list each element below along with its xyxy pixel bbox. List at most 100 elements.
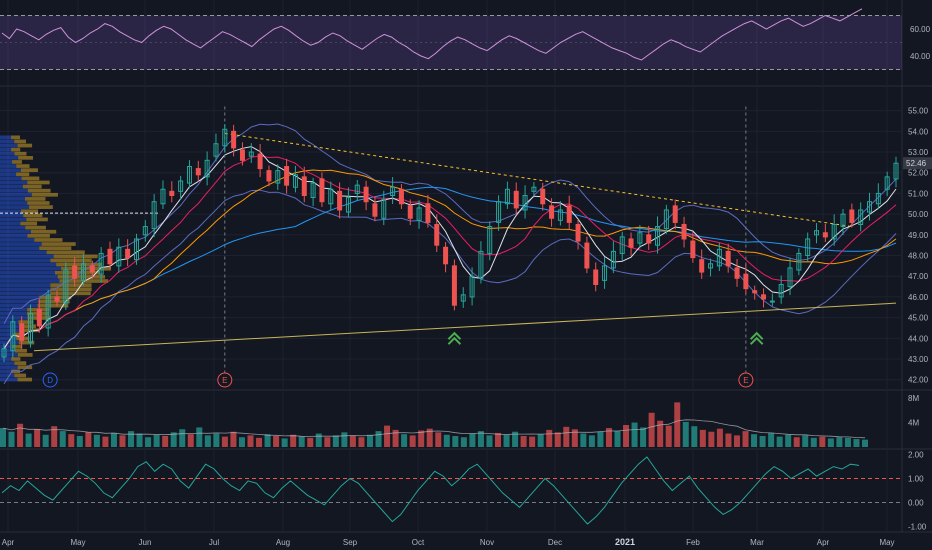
candle-body xyxy=(805,238,811,257)
volume-bar xyxy=(844,437,851,447)
volume-bar xyxy=(290,434,297,447)
volume-profile-bar xyxy=(0,275,58,279)
candle-body xyxy=(80,263,86,281)
volume-profile-bar xyxy=(0,369,12,374)
volume-profile-bar xyxy=(26,217,48,222)
candle-body xyxy=(875,192,881,205)
volume-bar xyxy=(631,422,638,447)
volume-bar xyxy=(827,438,834,447)
x-axis-label: 2021 xyxy=(615,537,635,547)
candle-body xyxy=(761,294,767,300)
volume-bar xyxy=(51,426,58,447)
volume-bar xyxy=(537,434,544,447)
candle-body xyxy=(142,226,148,236)
volume-bar xyxy=(776,436,783,447)
volume-bar xyxy=(597,431,604,447)
volume-bar xyxy=(708,431,715,447)
volume-bar xyxy=(648,412,655,447)
volume-profile-bar xyxy=(0,143,18,148)
volume-profile-bar xyxy=(0,316,28,320)
candle-body xyxy=(822,232,828,238)
volume-profile-bar xyxy=(0,287,51,292)
volume-profile-bar xyxy=(0,205,30,209)
candle-body xyxy=(407,205,413,219)
volume-bar xyxy=(8,431,15,447)
candle-body xyxy=(275,170,281,184)
volume-bar xyxy=(588,435,595,447)
candle-body xyxy=(36,308,42,327)
volume-bar xyxy=(785,434,792,447)
volume-bar xyxy=(264,434,271,447)
x-axis-label: Apr xyxy=(817,538,830,547)
volume-profile-bar xyxy=(0,180,28,185)
volume-bar xyxy=(196,427,203,447)
volume-profile-bar xyxy=(55,270,101,275)
x-axis-label: May xyxy=(879,538,894,547)
support-trendline xyxy=(33,302,897,352)
price-tick-label: 52.00 xyxy=(908,169,929,178)
candle-body xyxy=(133,238,139,261)
volume-bar xyxy=(529,436,536,447)
volume-profile-bar xyxy=(0,353,18,357)
volume-bar xyxy=(580,433,587,447)
candle-body xyxy=(425,203,431,223)
volume-bar xyxy=(460,437,467,447)
volume-bar xyxy=(349,436,356,447)
volume-profile-bar xyxy=(0,213,24,218)
volume-bar xyxy=(759,436,766,447)
volume-bar xyxy=(665,425,672,447)
volume-profile-bar xyxy=(0,336,17,341)
volume-profile-bar xyxy=(20,221,38,226)
volume-profile-bar xyxy=(11,147,21,152)
candle-body xyxy=(284,166,290,186)
candle-body xyxy=(390,186,396,196)
volume-bar xyxy=(110,432,117,447)
candle-body xyxy=(54,296,60,302)
price-tick-label: 54.00 xyxy=(908,127,929,136)
volume-profile-bar xyxy=(0,303,38,308)
volume-profile-bar xyxy=(0,279,60,283)
volume-profile-bar xyxy=(11,357,21,361)
candle-body xyxy=(849,209,855,223)
volume-profile-bar xyxy=(56,262,103,267)
candle-body xyxy=(292,174,298,188)
volume-bar xyxy=(145,437,152,447)
price-tick-label: 44.00 xyxy=(908,334,929,343)
volume-bar xyxy=(682,421,689,447)
volume-profile-bar xyxy=(50,283,92,287)
volume-profile-bar xyxy=(37,303,69,308)
volume-profile-bar xyxy=(16,172,30,177)
volume-bar xyxy=(85,432,92,447)
volume-profile-bar xyxy=(46,250,85,255)
candle-body xyxy=(178,180,184,192)
volume-profile-bar xyxy=(0,147,12,152)
price-tick-label: 53.00 xyxy=(908,148,929,157)
price-tick-label: 45.00 xyxy=(908,314,929,323)
bollinger-lower xyxy=(3,189,897,385)
candle-body xyxy=(716,248,722,267)
volume-bar xyxy=(802,435,809,447)
volume-bar xyxy=(230,431,237,447)
volume-profile-bar xyxy=(0,201,28,205)
volume-profile-bar xyxy=(17,143,33,148)
x-axis-label: Aug xyxy=(276,538,290,547)
volume-tick-label: 8M xyxy=(908,394,919,403)
volume-profile-bar xyxy=(0,172,17,177)
volume-bar xyxy=(247,435,254,447)
chevron-stroke xyxy=(447,336,462,345)
candle-body xyxy=(319,178,325,203)
volume-profile-bar xyxy=(0,332,14,337)
candle-body xyxy=(628,238,634,248)
x-axis-label: Sep xyxy=(343,538,358,547)
volume-profile-bar xyxy=(0,365,18,370)
volume-bar xyxy=(733,435,740,447)
volume-bar xyxy=(836,437,843,447)
candle-body xyxy=(160,188,166,205)
candle-body xyxy=(531,186,537,192)
volume-profile-bar xyxy=(39,246,72,251)
volume-profile-bar xyxy=(0,225,26,230)
candle-body xyxy=(814,230,820,236)
volume-bar xyxy=(187,434,194,447)
candle-body xyxy=(840,213,846,228)
